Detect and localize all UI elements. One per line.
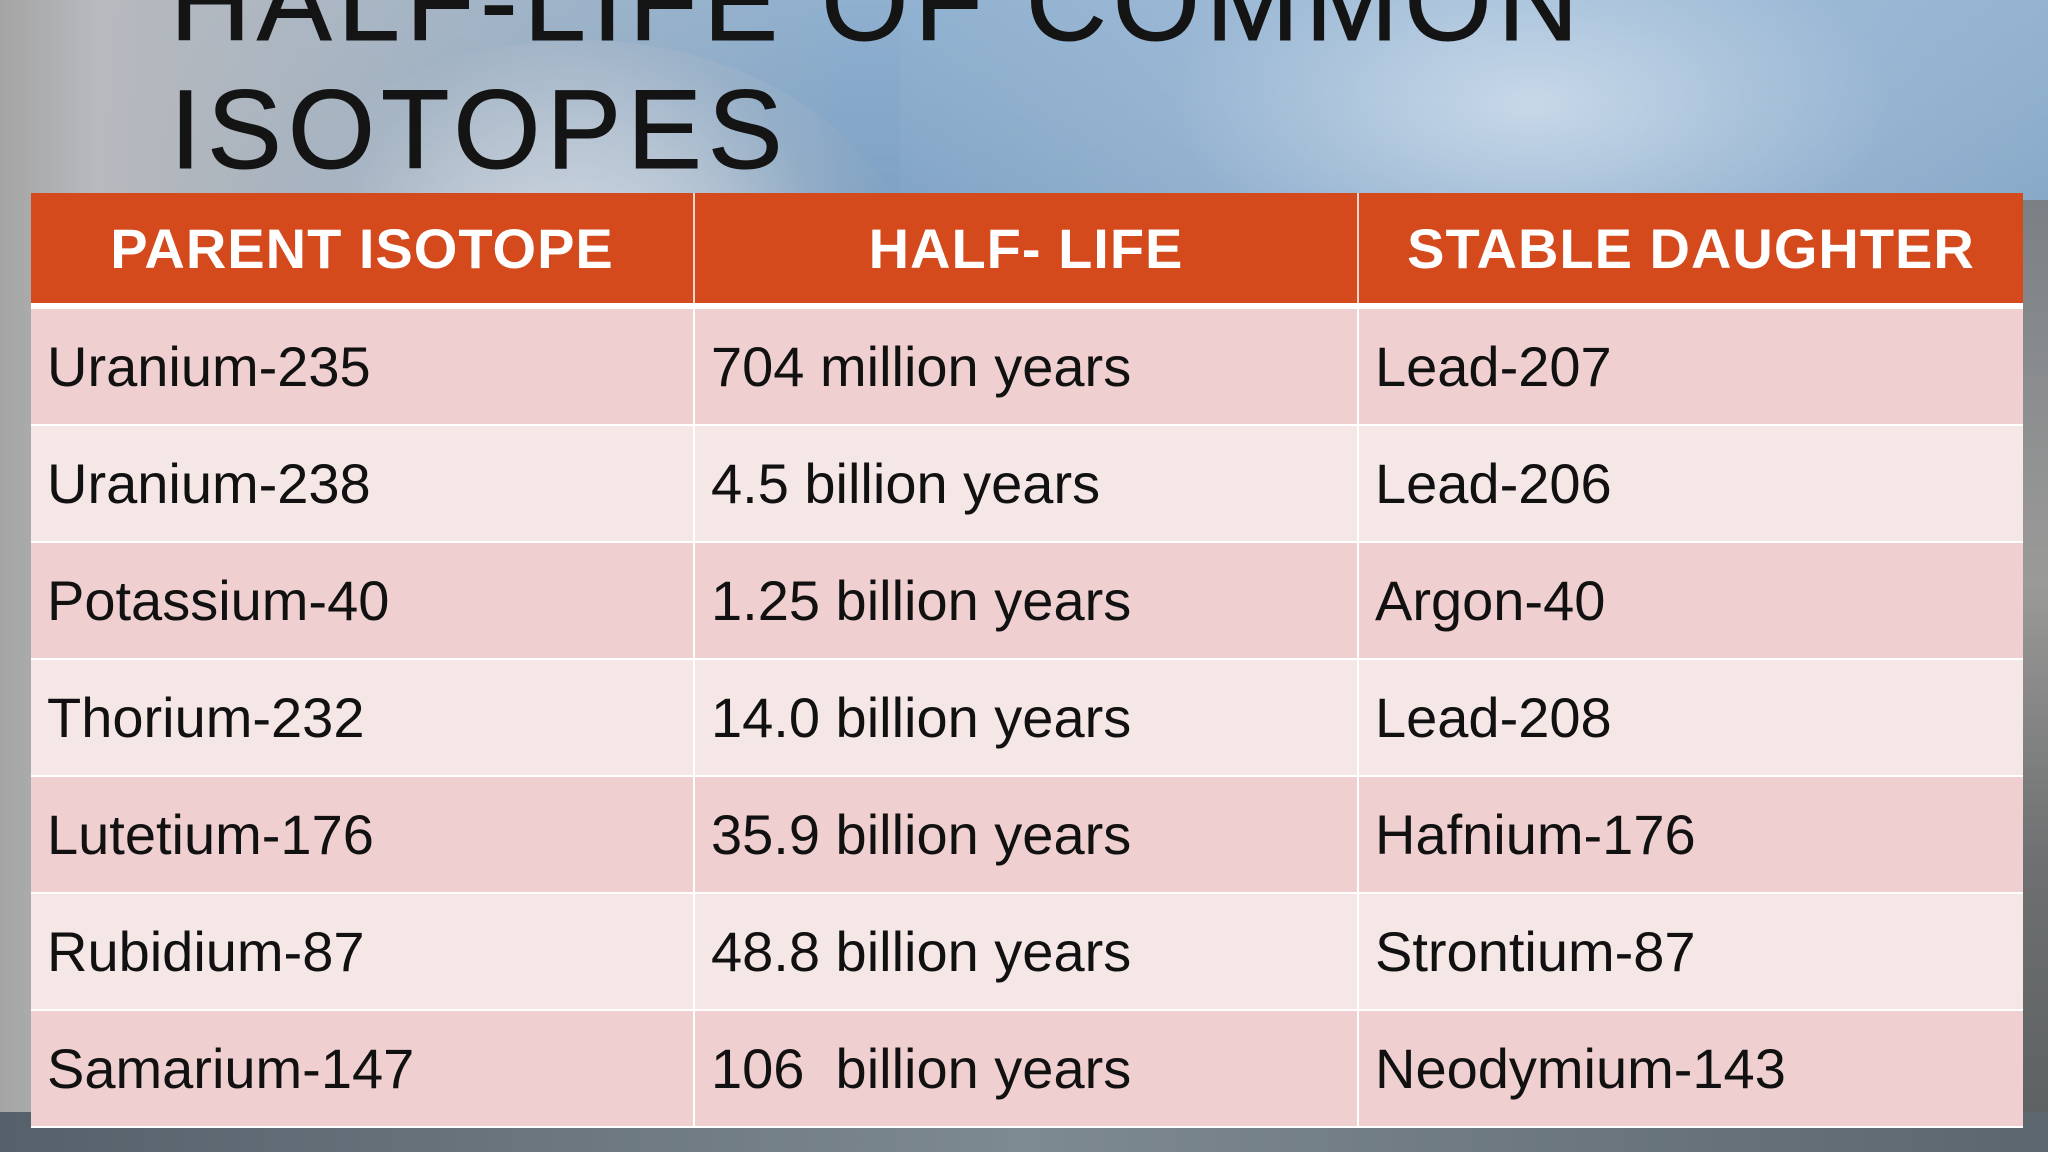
header-half-life: HALF- LIFE <box>694 193 1359 309</box>
cell-parent-isotope: Uranium-235 <box>31 306 695 426</box>
cell-parent-isotope: Uranium-238 <box>31 425 695 543</box>
cell-half-life: 704 million years <box>694 306 1359 426</box>
cell-stable-daughter: Strontium-87 <box>1358 893 2023 1011</box>
cell-stable-daughter: Argon-40 <box>1358 542 2023 660</box>
isotope-half-life-table: PARENT ISOTOPE HALF- LIFE STABLE DAUGHTE… <box>31 193 2023 1128</box>
header-parent-isotope: PARENT ISOTOPE <box>31 193 695 309</box>
cell-parent-isotope: Samarium-147 <box>31 1010 695 1128</box>
table-row: Potassium-40 1.25 billion years Argon-40 <box>31 542 2023 660</box>
table-header-row: PARENT ISOTOPE HALF- LIFE STABLE DAUGHTE… <box>31 193 2023 309</box>
cell-stable-daughter: Lead-207 <box>1358 306 2023 426</box>
cell-stable-daughter: Lead-206 <box>1358 425 2023 543</box>
table-row: Lutetium-176 35.9 billion years Hafnium-… <box>31 776 2023 894</box>
isotope-table-container: PARENT ISOTOPE HALF- LIFE STABLE DAUGHTE… <box>31 193 2023 1128</box>
cell-half-life: 1.25 billion years <box>694 542 1359 660</box>
cell-parent-isotope: Thorium-232 <box>31 659 695 777</box>
table-row: Thorium-232 14.0 billion years Lead-208 <box>31 659 2023 777</box>
cell-stable-daughter: Lead-208 <box>1358 659 2023 777</box>
cell-half-life: 106 billion years <box>694 1010 1359 1128</box>
cell-parent-isotope: Potassium-40 <box>31 542 695 660</box>
cell-half-life: 48.8 billion years <box>694 893 1359 1011</box>
cell-half-life: 4.5 billion years <box>694 425 1359 543</box>
cell-stable-daughter: Hafnium-176 <box>1358 776 2023 894</box>
table-row: Uranium-238 4.5 billion years Lead-206 <box>31 425 2023 543</box>
cell-stable-daughter: Neodymium-143 <box>1358 1010 2023 1128</box>
table-row: Uranium-235 704 million years Lead-207 <box>31 306 2023 426</box>
cell-parent-isotope: Rubidium-87 <box>31 893 695 1011</box>
table-row: Samarium-147 106 billion years Neodymium… <box>31 1010 2023 1128</box>
cell-half-life: 14.0 billion years <box>694 659 1359 777</box>
slide-title: HALF-LIFE OF COMMON ISOTOPES <box>170 0 1585 193</box>
cell-half-life: 35.9 billion years <box>694 776 1359 894</box>
table-row: Rubidium-87 48.8 billion years Strontium… <box>31 893 2023 1011</box>
header-stable-daughter: STABLE DAUGHTER <box>1358 193 2023 309</box>
cell-parent-isotope: Lutetium-176 <box>31 776 695 894</box>
